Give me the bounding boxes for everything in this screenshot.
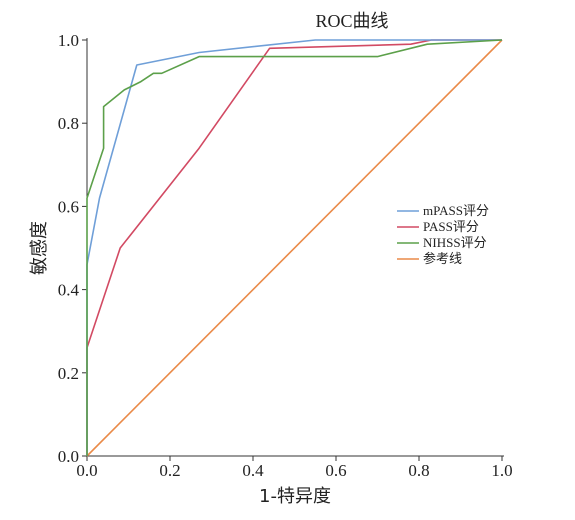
y-tick-label: 0.8 bbox=[58, 114, 79, 133]
y-axis-title: 敏感度 bbox=[29, 221, 50, 275]
x-tick-label: 0.2 bbox=[159, 461, 180, 480]
x-axis-ticks: 0.0 0.2 0.4 0.6 0.8 1.0 bbox=[76, 456, 513, 480]
legend-label: PASS评分 bbox=[423, 219, 479, 234]
y-tick-label: 0.4 bbox=[58, 281, 80, 300]
y-tick-label: 0.6 bbox=[58, 197, 79, 216]
y-tick-label: 0.2 bbox=[58, 364, 79, 383]
y-tick-label: 1.0 bbox=[58, 31, 79, 50]
x-tick-label: 0.4 bbox=[242, 461, 264, 480]
legend-label: NIHSS评分 bbox=[423, 235, 487, 250]
legend-label: mPASS评分 bbox=[423, 203, 489, 218]
y-tick-label: 0.0 bbox=[58, 447, 79, 466]
chart-title: ROC曲线 bbox=[315, 11, 388, 31]
series-line-3 bbox=[86, 39, 503, 457]
series-line-1 bbox=[86, 39, 502, 456]
x-axis-title: 1-特异度 bbox=[259, 486, 331, 507]
x-tick-label: 0.8 bbox=[408, 461, 429, 480]
y-axis-ticks: 0.0 0.2 0.4 0.6 0.8 1.0 bbox=[58, 31, 87, 466]
x-tick-label: 1.0 bbox=[491, 461, 512, 480]
legend-label: 参考线 bbox=[423, 251, 462, 266]
series-lines bbox=[86, 39, 503, 457]
x-tick-label: 0.6 bbox=[325, 461, 346, 480]
series-line-2 bbox=[86, 39, 503, 456]
x-tick-label: 0.0 bbox=[76, 461, 97, 480]
